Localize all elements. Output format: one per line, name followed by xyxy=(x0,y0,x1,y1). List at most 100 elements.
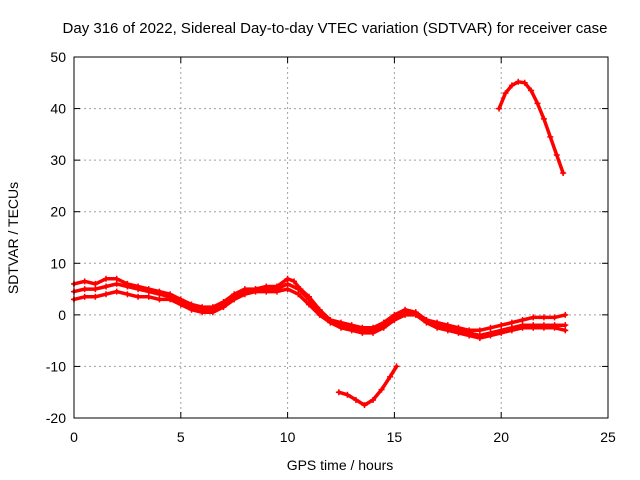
data-point xyxy=(124,291,131,298)
chart-title: Day 316 of 2022, Sidereal Day-to-day VTE… xyxy=(63,20,608,37)
x-tick-label: 5 xyxy=(177,429,185,445)
data-point xyxy=(476,335,483,342)
data-point xyxy=(387,373,394,380)
data-point xyxy=(508,82,515,89)
data-point xyxy=(496,105,503,112)
data-point xyxy=(284,286,291,293)
data-point xyxy=(209,309,216,316)
data-point xyxy=(92,280,99,287)
data-point xyxy=(199,309,206,316)
data-point xyxy=(348,327,355,334)
data-point xyxy=(327,319,334,326)
data-point xyxy=(156,296,163,303)
y-tick-label: 20 xyxy=(50,204,66,220)
data-point xyxy=(498,322,505,329)
data-point xyxy=(145,288,152,295)
y-tick-label: 40 xyxy=(50,101,66,117)
data-point xyxy=(284,280,291,287)
data-point xyxy=(547,133,554,140)
data-point xyxy=(562,311,569,318)
data-point xyxy=(103,275,110,282)
y-tick-label: 0 xyxy=(58,307,66,323)
data-point xyxy=(92,293,99,300)
data-point xyxy=(145,293,152,300)
data-point xyxy=(273,288,280,295)
x-tick-labels: 0 5 10 15 20 25 xyxy=(70,429,616,445)
data-point xyxy=(455,329,462,336)
data-point xyxy=(81,286,88,293)
data-point xyxy=(553,151,560,158)
data-point xyxy=(393,363,400,370)
data-point xyxy=(241,291,248,298)
data-point xyxy=(124,283,131,290)
x-tick-label: 10 xyxy=(280,429,296,445)
y-tick-label: -20 xyxy=(46,410,66,426)
data-point xyxy=(352,396,359,403)
data-point xyxy=(305,301,312,308)
data-point xyxy=(252,288,259,295)
data-point xyxy=(423,319,430,326)
data-point xyxy=(295,291,302,298)
data-point xyxy=(562,327,569,334)
data-point xyxy=(530,314,537,321)
data-point xyxy=(177,301,184,308)
x-tick-label: 0 xyxy=(70,429,78,445)
axis-ticks xyxy=(73,56,609,419)
data-point xyxy=(560,170,567,177)
data-point xyxy=(231,296,238,303)
data-point xyxy=(370,396,377,403)
data-point xyxy=(502,90,509,97)
data-point xyxy=(81,278,88,285)
data-point xyxy=(81,293,88,300)
data-point xyxy=(508,319,515,326)
grid-lines xyxy=(74,57,608,418)
x-axis-label: GPS time / hours xyxy=(287,457,394,473)
data-point xyxy=(188,306,195,313)
data-point xyxy=(466,332,473,339)
data-point xyxy=(113,280,120,287)
data-point xyxy=(378,386,385,393)
data-point xyxy=(562,322,569,329)
data-point xyxy=(92,286,99,293)
data-point xyxy=(528,87,535,94)
y-tick-label: 30 xyxy=(50,152,66,168)
data-point xyxy=(530,324,537,331)
data-point xyxy=(291,278,298,285)
data-point xyxy=(540,324,547,331)
data-point xyxy=(487,324,494,331)
data-point xyxy=(412,311,419,318)
data-point xyxy=(113,288,120,295)
data-point xyxy=(103,283,110,290)
data-point xyxy=(103,291,110,298)
data-point xyxy=(487,332,494,339)
data-point xyxy=(391,317,398,324)
data-point xyxy=(263,288,270,295)
data-point xyxy=(113,275,120,282)
data-point xyxy=(135,293,142,300)
y-axis-label: SDTVAR / TECUs xyxy=(5,182,21,294)
data-point xyxy=(521,79,528,86)
series-lower-arc xyxy=(337,364,399,407)
y-tick-labels: 50 40 30 20 10 0 -10 -20 xyxy=(46,49,66,426)
data-point xyxy=(370,329,377,336)
data-point xyxy=(220,304,227,311)
data-point xyxy=(476,327,483,334)
data-point xyxy=(305,296,312,303)
data-point xyxy=(335,389,342,396)
data-point xyxy=(380,324,387,331)
data-point xyxy=(519,324,526,331)
data-point xyxy=(344,391,351,398)
y-tick-label: 10 xyxy=(50,255,66,271)
data-series xyxy=(71,78,569,409)
data-point xyxy=(359,329,366,336)
data-point xyxy=(515,78,522,85)
data-point xyxy=(551,314,558,321)
data-point xyxy=(540,115,547,122)
data-point xyxy=(434,324,441,331)
data-point xyxy=(508,327,515,334)
data-point xyxy=(551,324,558,331)
data-point xyxy=(338,324,344,331)
data-point xyxy=(498,329,505,336)
data-point xyxy=(135,286,142,293)
